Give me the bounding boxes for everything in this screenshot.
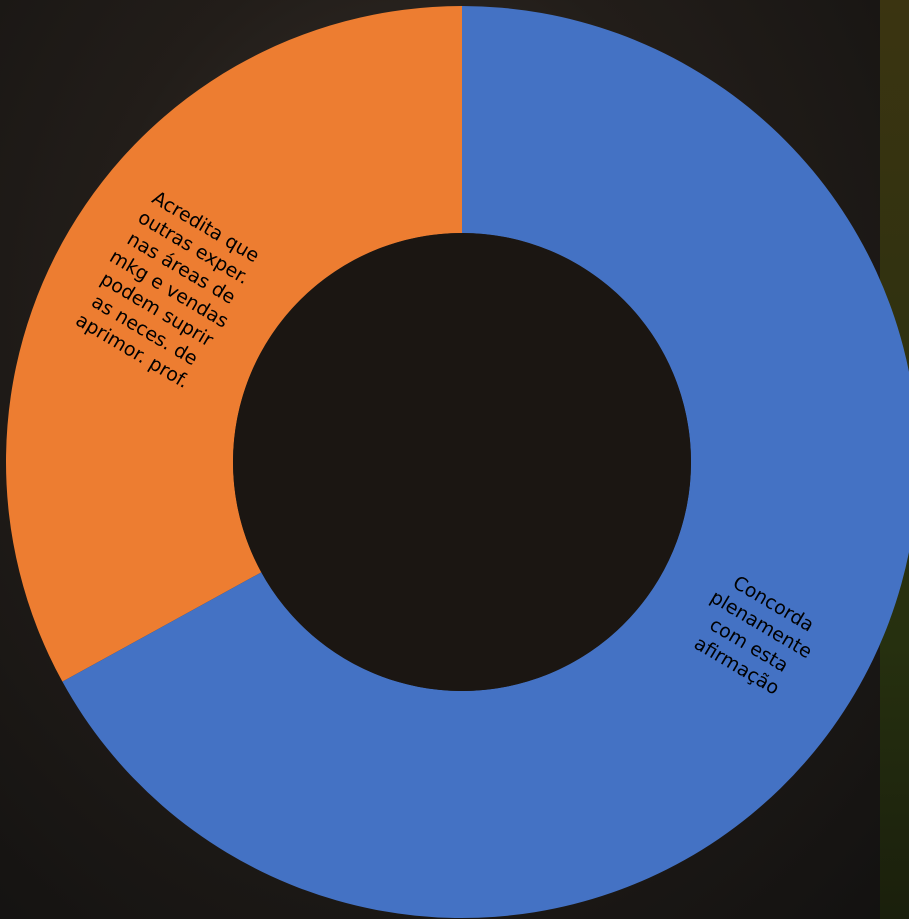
donut-slice bbox=[62, 6, 909, 918]
donut-slice bbox=[6, 6, 462, 682]
donut-hole bbox=[233, 233, 691, 691]
